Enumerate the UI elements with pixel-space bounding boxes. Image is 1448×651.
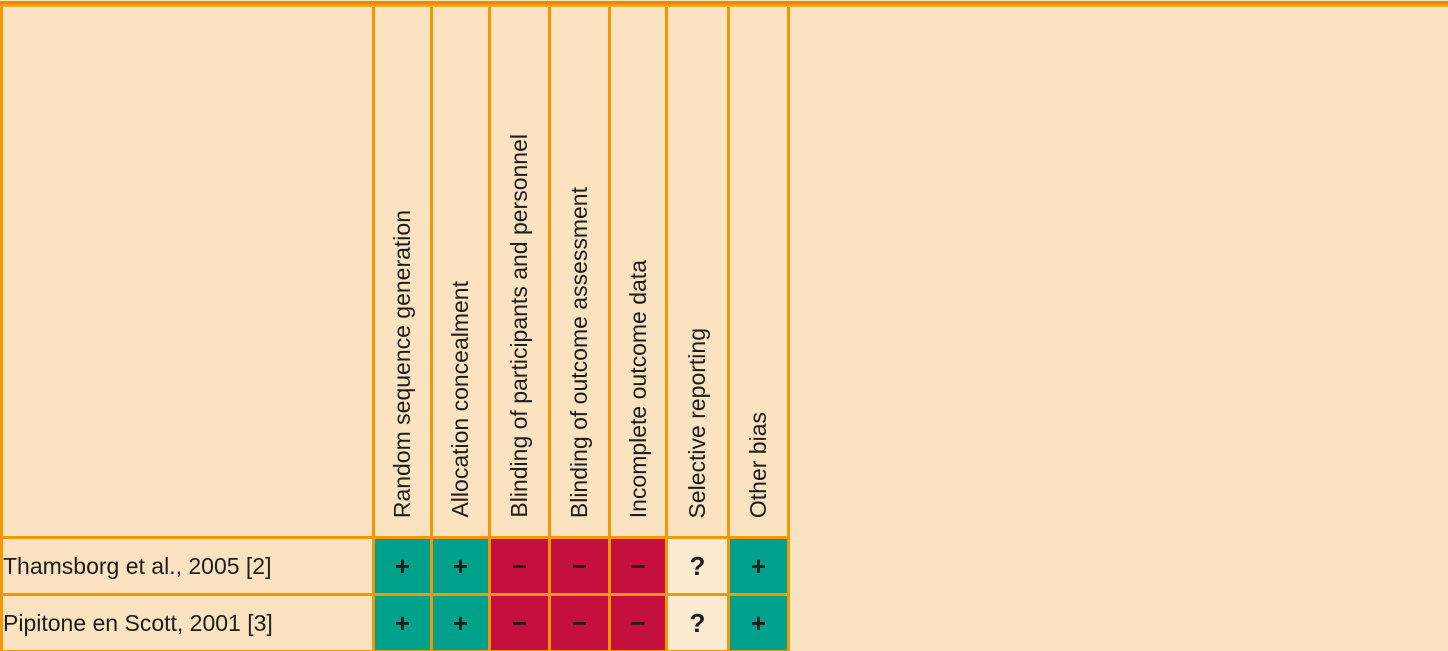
header-row: Random sequence generation Allocation co… [0, 7, 790, 539]
column-header-selective-reporting: Selective reporting [665, 7, 730, 539]
column-header-blinding-participants-personnel: Blinding of participants and personnel [488, 7, 551, 539]
column-header-label: Allocation concealment [447, 281, 474, 518]
rating-cell: + [372, 593, 433, 651]
study-row: Pipitone en Scott, 2001 [3] + + − − − ? … [0, 593, 790, 651]
rating-cell: + [727, 536, 790, 596]
top-rule [0, 1, 1448, 7]
column-header-other-bias: Other bias [727, 7, 790, 539]
column-header-allocation-concealment: Allocation concealment [430, 7, 491, 539]
rating-cell: + [727, 593, 790, 651]
rating-cell: − [548, 536, 611, 596]
study-name: Pipitone en Scott, 2001 [3] [0, 593, 375, 651]
study-row: Thamsborg et al., 2005 [2] + + − − − ? + [0, 536, 790, 596]
column-header-label: Random sequence generation [389, 209, 416, 518]
rating-cell: + [430, 536, 491, 596]
rating-cell: + [430, 593, 491, 651]
column-header-incomplete-outcome-data: Incomplete outcome data [608, 7, 668, 539]
rating-cell: − [488, 593, 551, 651]
rating-cell: − [608, 593, 668, 651]
rating-cell: + [372, 536, 433, 596]
column-header-random-sequence-generation: Random sequence generation [372, 7, 433, 539]
column-header-blinding-outcome-assessment: Blinding of outcome assessment [548, 7, 611, 539]
risk-of-bias-table: Random sequence generation Allocation co… [0, 7, 790, 651]
column-header-label: Selective reporting [684, 327, 711, 519]
rating-cell: − [548, 593, 611, 651]
column-header-label: Other bias [745, 411, 772, 518]
column-header-label: Incomplete outcome data [624, 259, 651, 518]
study-name: Thamsborg et al., 2005 [2] [0, 536, 375, 596]
rating-cell: − [608, 536, 668, 596]
rating-cell: ? [665, 593, 730, 651]
column-header-label: Blinding of participants and personnel [506, 134, 533, 518]
column-header-label: Blinding of outcome assessment [566, 186, 593, 518]
corner-cell [0, 7, 375, 539]
rating-cell: ? [665, 536, 730, 596]
rating-cell: − [488, 536, 551, 596]
